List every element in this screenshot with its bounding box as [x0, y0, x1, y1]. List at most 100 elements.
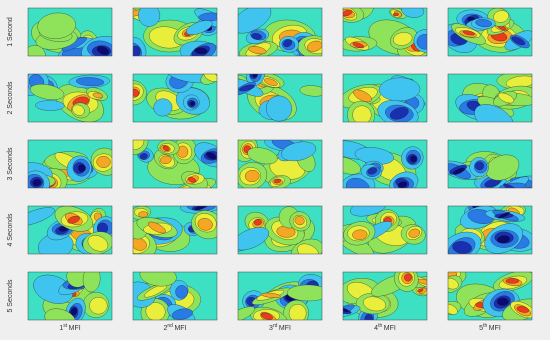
- contour: [138, 211, 148, 218]
- contour: [76, 77, 105, 87]
- column-label-label: MFI: [69, 325, 81, 332]
- map-border: [132, 73, 218, 123]
- contour: [133, 140, 145, 150]
- map-border: [237, 73, 323, 123]
- contour: [297, 243, 319, 254]
- contour: [261, 292, 281, 298]
- contour: [393, 12, 399, 16]
- contour: [72, 104, 85, 116]
- map-border: [447, 205, 533, 255]
- map-border: [342, 7, 428, 57]
- contour: [416, 34, 427, 50]
- contour: [162, 145, 170, 151]
- contour-map: [448, 140, 532, 188]
- contour: [77, 164, 86, 173]
- map-border: [27, 73, 113, 123]
- column-label: 5th MFI: [479, 323, 501, 332]
- map-border: [447, 271, 533, 321]
- contour: [389, 107, 409, 120]
- contour-map: [238, 140, 322, 188]
- contour: [393, 32, 413, 46]
- contour: [503, 183, 520, 188]
- map-border: [447, 139, 533, 189]
- contour: [28, 45, 46, 56]
- contour-map: [343, 140, 427, 188]
- column-label-ordinal: 2: [163, 325, 167, 332]
- contour: [206, 151, 217, 160]
- contour: [89, 297, 108, 315]
- contour: [448, 277, 459, 290]
- map-border: [27, 271, 113, 321]
- contour: [30, 84, 65, 100]
- contour-map: [133, 140, 217, 188]
- contour-map: [343, 272, 427, 320]
- map-border: [237, 271, 323, 321]
- contour: [352, 42, 365, 49]
- contour: [67, 215, 80, 224]
- map-border: [447, 73, 533, 123]
- contour-map: [238, 8, 322, 56]
- map-border: [237, 7, 323, 57]
- contour-map: [133, 8, 217, 56]
- contour-map: [343, 8, 427, 56]
- column-label-suffix: rd: [273, 323, 278, 329]
- map-border: [342, 271, 428, 321]
- contour: [260, 312, 273, 320]
- contour: [448, 303, 458, 315]
- column-label-ordinal: 1: [59, 325, 63, 332]
- contour: [511, 36, 526, 46]
- column-label-label: MFI: [174, 325, 186, 332]
- contour-map: [28, 140, 112, 188]
- map-border: [132, 7, 218, 57]
- contour: [186, 20, 213, 35]
- contour: [283, 39, 293, 48]
- row-label: 4 Seconds: [7, 213, 14, 247]
- contour: [197, 218, 213, 231]
- contour: [367, 167, 378, 175]
- contour-map: [448, 272, 532, 320]
- column-label-suffix: th: [483, 323, 487, 329]
- contour: [485, 154, 520, 181]
- contour: [352, 229, 368, 240]
- column-label: 1st MFI: [59, 323, 80, 332]
- contour: [96, 155, 111, 168]
- contour: [153, 98, 173, 117]
- contour: [352, 105, 372, 122]
- map-border: [342, 205, 428, 255]
- contour: [248, 46, 267, 55]
- column-label-suffix: th: [378, 323, 382, 329]
- contour: [238, 306, 256, 320]
- contour: [133, 45, 141, 56]
- contour: [408, 228, 420, 238]
- map-border: [27, 7, 113, 57]
- contour-map: [28, 8, 112, 56]
- contour: [364, 313, 374, 320]
- contour: [345, 177, 370, 188]
- contour: [409, 155, 418, 163]
- contour: [452, 241, 472, 254]
- map-border: [342, 73, 428, 123]
- contour: [281, 141, 317, 162]
- column-label-ordinal: 4: [374, 325, 378, 332]
- column-label-label: MFI: [279, 325, 291, 332]
- row-label: 5 Seconds: [7, 279, 14, 313]
- contour: [244, 169, 260, 182]
- column-label-label: MFI: [489, 325, 501, 332]
- contour-map: [133, 206, 217, 254]
- contour-map: [343, 74, 427, 122]
- contour: [138, 8, 161, 27]
- contour: [493, 10, 509, 23]
- contour: [139, 272, 177, 287]
- row-label: 3 Seconds: [7, 147, 14, 181]
- contour: [462, 30, 475, 36]
- contour: [397, 181, 408, 188]
- contour: [238, 84, 255, 92]
- column-label-suffix: nd: [167, 323, 173, 329]
- contour-map: [133, 74, 217, 122]
- contour: [496, 297, 509, 306]
- contour-map: [28, 74, 112, 122]
- contour: [35, 100, 65, 111]
- contour-map: [448, 206, 532, 254]
- contour: [343, 307, 349, 313]
